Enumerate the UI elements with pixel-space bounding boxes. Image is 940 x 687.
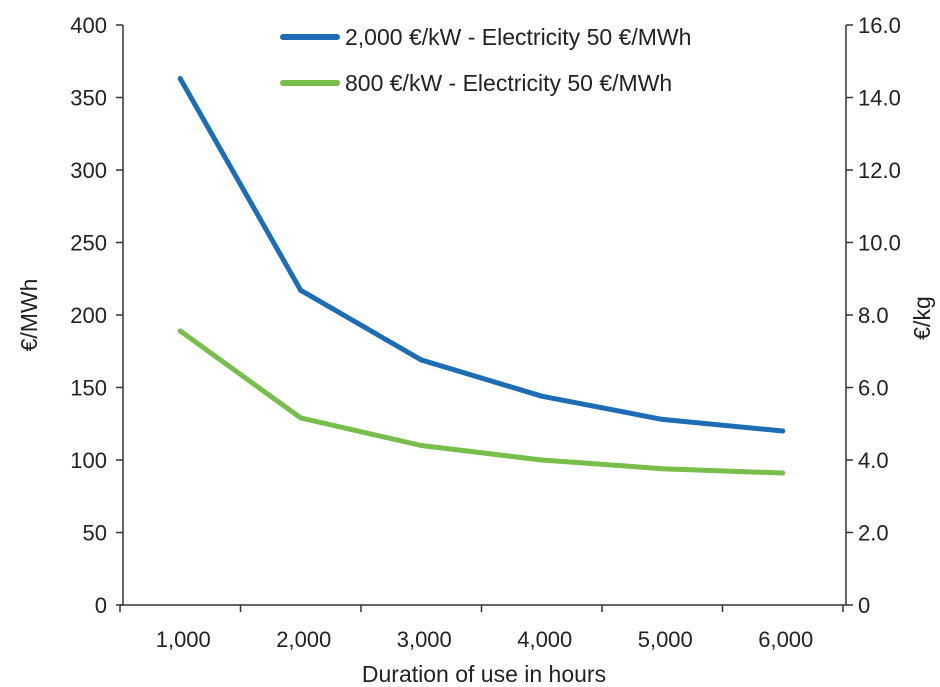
series-2-point bbox=[298, 415, 303, 420]
series-1-point bbox=[539, 394, 544, 399]
y2-tick-label: 14.0 bbox=[858, 86, 901, 111]
legend-label: 2,000 €/kW - Electricity 50 €/MWh bbox=[345, 24, 691, 50]
x-tick-label: 1,000 bbox=[156, 627, 211, 652]
x-tick-label: 6,000 bbox=[758, 627, 813, 652]
y-tick-label: 100 bbox=[70, 448, 107, 473]
series-line-1 bbox=[180, 79, 783, 431]
x-axis-title: Duration of use in hours bbox=[362, 661, 606, 687]
x-tick-label: 3,000 bbox=[397, 627, 452, 652]
y-tick-label: 400 bbox=[70, 13, 107, 38]
series-1-point bbox=[780, 429, 785, 434]
series-1-point bbox=[298, 288, 303, 293]
y-tick-label: 200 bbox=[70, 303, 107, 328]
y2-tick-label: 2.0 bbox=[858, 521, 889, 546]
series-2-point bbox=[419, 443, 424, 448]
y2-tick-label: 6.0 bbox=[858, 376, 889, 401]
y2-tick-label: 10.0 bbox=[858, 231, 901, 256]
y2-tick-label: 12.0 bbox=[858, 158, 901, 183]
series-1-point bbox=[660, 417, 665, 422]
y-tick-label: 350 bbox=[70, 86, 107, 111]
y2-tick-label: 16.0 bbox=[858, 13, 901, 38]
legend-label: 800 €/kW - Electricity 50 €/MWh bbox=[345, 70, 672, 96]
series-2-point bbox=[660, 466, 665, 471]
y-tick-label: 300 bbox=[70, 158, 107, 183]
x-tick-label: 2,000 bbox=[276, 627, 331, 652]
y2-tick-label: 8.0 bbox=[858, 303, 889, 328]
series-line-2 bbox=[180, 331, 783, 473]
y-tick-label: 0 bbox=[95, 593, 107, 618]
y-axis-title: €/MWh bbox=[16, 279, 42, 352]
x-tick-label: 4,000 bbox=[517, 627, 572, 652]
y2-tick-label: 0 bbox=[858, 593, 870, 618]
x-tick-label: 5,000 bbox=[638, 627, 693, 652]
series-2-point bbox=[178, 328, 183, 333]
series-1-point bbox=[419, 357, 424, 362]
series-2-point bbox=[539, 458, 544, 463]
legend: 2,000 €/kW - Electricity 50 €/MWh 800 €/k… bbox=[283, 24, 691, 96]
series-1-point bbox=[178, 76, 183, 81]
series-2-point bbox=[780, 471, 785, 476]
series-lines bbox=[178, 76, 786, 475]
y-tick-label: 50 bbox=[83, 521, 107, 546]
y-tick-label: 250 bbox=[70, 231, 107, 256]
y-tick-label: 150 bbox=[70, 376, 107, 401]
y2-axis-title: €/kg bbox=[909, 296, 935, 339]
y2-tick-label: 4.0 bbox=[858, 448, 889, 473]
